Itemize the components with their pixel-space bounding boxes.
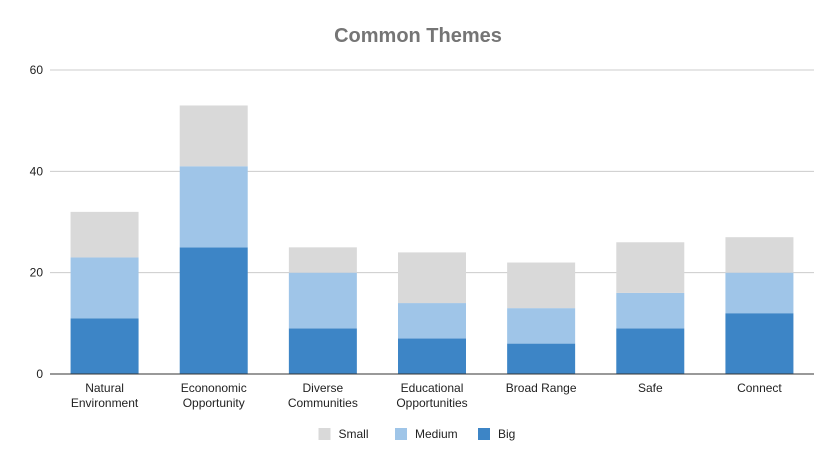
- legend-swatch-big: [478, 428, 490, 440]
- gridlines: [50, 69, 814, 274]
- bars: [70, 105, 794, 374]
- bar-segment-big: [179, 247, 248, 374]
- bar-segment-big: [70, 318, 139, 374]
- legend: Small Medium Big: [318, 427, 515, 441]
- x-category-label: Connect: [737, 381, 782, 395]
- bar-segment-medium: [507, 308, 576, 344]
- x-category-label: Econonomic: [181, 381, 247, 395]
- bar-segment-medium: [288, 272, 357, 329]
- legend-label-big: Big: [498, 427, 515, 441]
- legend-label-medium: Medium: [415, 427, 458, 441]
- bar-segment-medium: [70, 257, 139, 319]
- x-category-label: Broad Range: [506, 381, 577, 395]
- bar-segment-big: [288, 328, 357, 374]
- bar-segment-medium: [179, 166, 248, 248]
- bar-segment-big: [398, 338, 466, 374]
- legend-swatch-small: [318, 428, 331, 440]
- x-category-label: Communities: [288, 396, 358, 410]
- legend-swatch-medium: [395, 428, 407, 440]
- x-category-label: Environment: [71, 396, 139, 410]
- bar-segment-medium: [398, 303, 466, 339]
- x-category-label: Safe: [638, 381, 663, 395]
- bar-segment-small: [398, 252, 466, 304]
- legend-label-small: Small: [339, 427, 369, 441]
- bar-segment-medium: [616, 292, 685, 329]
- y-tick-label: 0: [36, 367, 43, 381]
- x-category-label: Natural: [85, 381, 124, 395]
- bar-segment-small: [70, 211, 139, 258]
- y-tick-label: 20: [30, 266, 44, 280]
- bar-segment-small: [616, 242, 685, 293]
- y-tick-label: 60: [30, 63, 44, 77]
- chart-title: Common Themes: [334, 25, 502, 47]
- bar-segment-small: [725, 237, 794, 273]
- bar-segment-medium: [725, 272, 794, 314]
- bar-segment-big: [616, 328, 685, 374]
- x-category-label: Diverse: [303, 381, 344, 395]
- bar-segment-small: [179, 105, 248, 167]
- bar-segment-big: [725, 313, 794, 374]
- x-category-label: Educational: [401, 381, 464, 395]
- x-category-label: Opportunity: [183, 396, 245, 410]
- y-axis-ticks: 0 20 40 60: [30, 63, 44, 381]
- y-tick-label: 40: [30, 164, 44, 178]
- bar-segment-big: [507, 343, 576, 374]
- bar-segment-small: [288, 247, 357, 273]
- bar-segment-small: [507, 262, 576, 309]
- x-category-label: Opportunities: [396, 396, 467, 410]
